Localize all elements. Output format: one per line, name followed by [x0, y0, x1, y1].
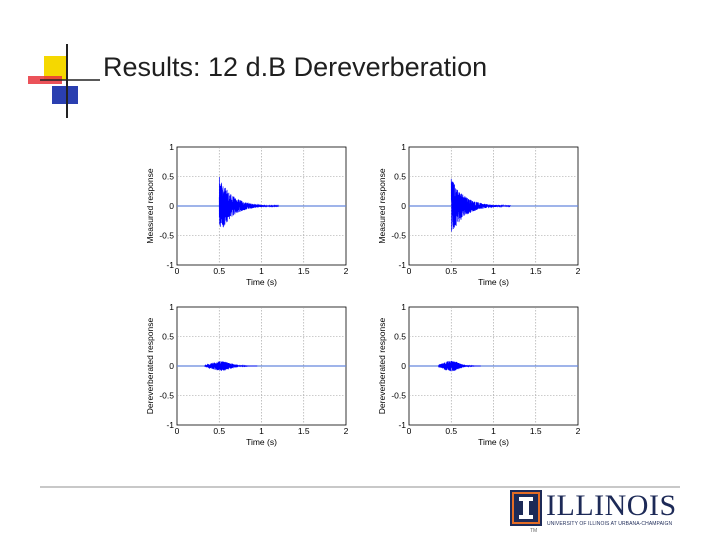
x-tick-label: 1 — [491, 426, 496, 436]
y-tick-label: 1 — [401, 142, 406, 152]
logo-trademark: TM — [530, 528, 538, 534]
y-tick-label: 1 — [169, 302, 174, 312]
footer-divider — [40, 486, 680, 488]
x-tick-label: 0 — [407, 426, 412, 436]
y-tick-label: -1 — [166, 260, 174, 270]
signal-trace — [450, 178, 511, 232]
x-tick-label: 2 — [344, 266, 349, 276]
y-tick-label: 0.5 — [394, 332, 406, 342]
response-plots: 0 0.5 1 1.5 2 1 0.5 0 -0.5 -1 Time (s) Measured res… — [145, 142, 581, 447]
x-tick-label: 0.5 — [445, 266, 457, 276]
x-tick-label: 1 — [491, 266, 496, 276]
block-i-mark — [510, 490, 542, 526]
y-tick-label: 0.5 — [394, 172, 406, 182]
signal-trace — [218, 177, 279, 228]
y-tick-label: 1 — [401, 302, 406, 312]
x-tick-label: 0 — [407, 266, 412, 276]
y-tick-label: 0.5 — [162, 332, 174, 342]
corner-decoration — [28, 44, 100, 118]
x-axis-label: Time (s) — [246, 277, 277, 287]
x-tick-label: 1.5 — [530, 266, 542, 276]
logo-wordmark: ILLINOIS — [546, 489, 677, 522]
x-tick-label: 1 — [259, 426, 264, 436]
signal-trace — [438, 360, 481, 372]
slide-title: Results: 12 d.B Dereverberation — [103, 52, 488, 82]
y-axis-label: Measured response — [145, 168, 155, 243]
x-tick-label: 2 — [576, 266, 581, 276]
y-axis-label: Dereverberated response — [377, 318, 387, 415]
logo-subtitle: UNIVERSITY OF ILLINOIS AT URBANA-CHAMPAI… — [547, 521, 673, 527]
x-tick-label: 1.5 — [298, 426, 310, 436]
y-tick-label: -0.5 — [159, 391, 174, 401]
x-axis-label: Time (s) — [246, 437, 277, 447]
y-tick-label: 0.5 — [162, 172, 174, 182]
y-tick-label: 0 — [401, 361, 406, 371]
x-tick-label: 0 — [175, 266, 180, 276]
y-axis-label: Dereverberated response — [145, 318, 155, 415]
y-tick-label: -0.5 — [391, 391, 406, 401]
x-axis-label: Time (s) — [478, 277, 509, 287]
signal-trace — [204, 361, 258, 371]
y-tick-label: -0.5 — [159, 231, 174, 241]
illinois-logo: ILLINOIS UNIVERSITY OF ILLINOIS AT URBAN… — [510, 488, 678, 536]
x-tick-label: 0.5 — [213, 266, 225, 276]
x-axis-label: Time (s) — [478, 437, 509, 447]
x-tick-label: 2 — [576, 426, 581, 436]
y-tick-label: 0 — [401, 201, 406, 211]
y-tick-label: -0.5 — [391, 231, 406, 241]
y-tick-label: -1 — [398, 260, 406, 270]
y-tick-label: 0 — [169, 201, 174, 211]
y-tick-label: 1 — [169, 142, 174, 152]
x-tick-label: 2 — [344, 426, 349, 436]
y-axis-label: Measured response — [377, 168, 387, 243]
x-tick-label: 1 — [259, 266, 264, 276]
deco-blue-square — [52, 86, 78, 104]
y-tick-label: 0 — [169, 361, 174, 371]
x-tick-label: 0.5 — [213, 426, 225, 436]
x-tick-label: 0 — [175, 426, 180, 436]
y-tick-label: -1 — [166, 420, 174, 430]
x-tick-label: 1.5 — [530, 426, 542, 436]
x-tick-label: 1.5 — [298, 266, 310, 276]
x-tick-label: 0.5 — [445, 426, 457, 436]
y-tick-label: -1 — [398, 420, 406, 430]
